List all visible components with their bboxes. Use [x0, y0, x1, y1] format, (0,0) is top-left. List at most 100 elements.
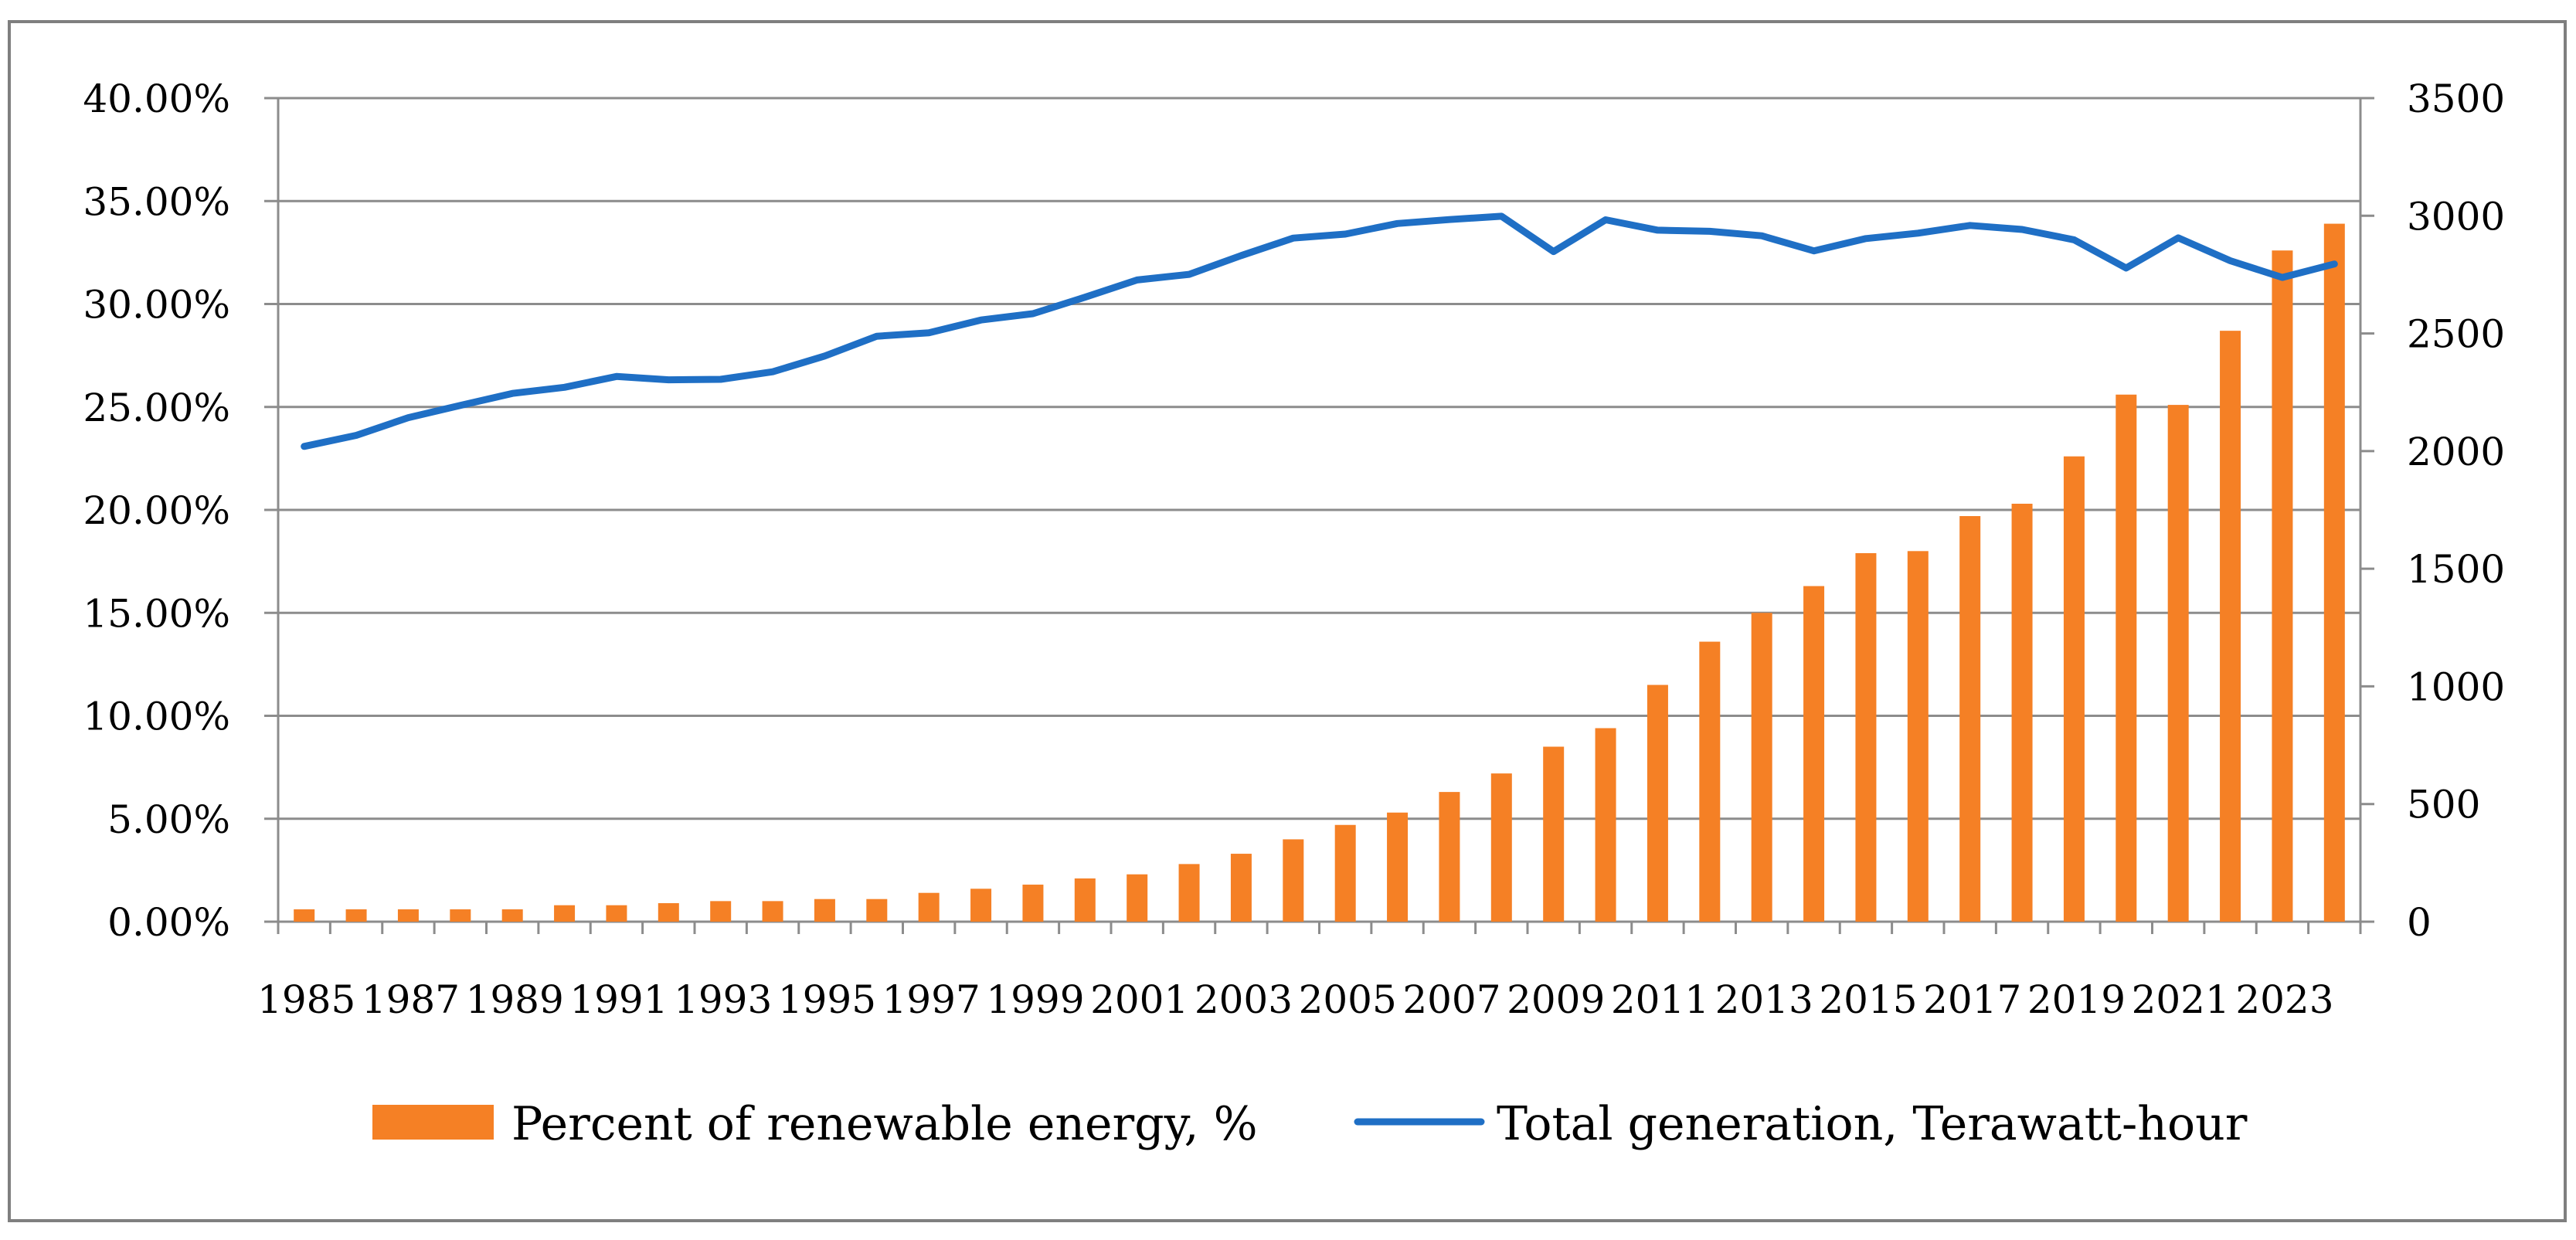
bar-2019	[2063, 456, 2085, 922]
line-point-1992	[668, 379, 669, 381]
right-tick-label: 1000	[2407, 664, 2505, 709]
line-point-2021	[2177, 237, 2179, 239]
legend-bar-label: Percent of renewable energy, %	[511, 1097, 1258, 1151]
line-point-1996	[876, 335, 878, 337]
x-tick-label: 2003	[1195, 977, 1293, 1022]
bar-2003	[1230, 854, 1252, 922]
right-tick-label: 2500	[2407, 312, 2505, 357]
line-point-2013	[1761, 235, 1762, 236]
x-tick-label: 2017	[1923, 977, 2021, 1022]
line-point-2020	[2126, 267, 2127, 269]
line-point-1993	[720, 379, 722, 380]
bar-2014	[1803, 586, 1825, 922]
line-point-2018	[2021, 229, 2023, 230]
bar-2012	[1699, 641, 1721, 922]
line-point-2009	[1553, 251, 1555, 253]
line-point-2014	[1813, 250, 1815, 252]
bar-2016	[1907, 551, 1929, 922]
x-tick-label: 1985	[257, 977, 355, 1022]
line-point-1995	[824, 355, 825, 357]
line-point-2012	[1709, 230, 1711, 232]
left-tick-label: 25.00%	[83, 386, 230, 430]
line-point-1991	[616, 375, 617, 377]
bar-2013	[1751, 613, 1772, 922]
line-point-1988	[460, 405, 461, 406]
bar-2002	[1178, 864, 1200, 922]
x-tick-label: 1999	[986, 977, 1084, 1022]
line-point-2011	[1657, 229, 1658, 231]
left-tick-label: 10.00%	[83, 695, 230, 739]
legend-bar-swatch	[372, 1105, 494, 1140]
x-tick-label: 2019	[2027, 977, 2126, 1022]
bar-1991	[606, 905, 627, 922]
right-tick-label: 1500	[2407, 547, 2505, 592]
bar-2005	[1334, 824, 1356, 922]
line-point-2023	[2282, 277, 2283, 278]
line-point-2001	[1137, 279, 1138, 280]
bar-1985	[294, 909, 315, 922]
tick-labels: 0.00% 5.00% 10.00% 15.00% 20.00% 25.00% 30.00%…	[83, 76, 2505, 1022]
legend: Percent of renewable energy, % Total gene…	[372, 1097, 2248, 1151]
bar-1996	[866, 899, 888, 922]
line-point-1997	[928, 332, 929, 334]
left-tick-label: 40.00%	[83, 76, 230, 121]
left-tick-label: 20.00%	[83, 488, 230, 533]
x-tick-label: 1997	[882, 977, 980, 1022]
bar-1992	[658, 903, 679, 922]
left-tick-label: 30.00%	[83, 283, 230, 328]
bar-1995	[814, 899, 835, 922]
bar-2021	[2167, 405, 2189, 922]
bar-2010	[1595, 728, 1616, 922]
bar-series	[294, 223, 2345, 922]
bar-2017	[1959, 515, 1981, 922]
x-tick-label: 1995	[778, 977, 876, 1022]
x-tick-label: 2013	[1715, 977, 1813, 1022]
x-tick-label: 2015	[1819, 977, 1917, 1022]
x-tick-label: 2021	[2132, 977, 2230, 1022]
line-point-1994	[772, 371, 773, 372]
bar-2015	[1855, 552, 1877, 922]
right-tick-label: 500	[2407, 783, 2480, 827]
line-point-1989	[511, 392, 513, 394]
right-tick-label: 3000	[2407, 194, 2505, 239]
line-point-2007	[1449, 219, 1450, 220]
right-tick-label: 0	[2407, 900, 2432, 945]
line-point-1990	[564, 386, 566, 388]
bar-1998	[970, 888, 992, 922]
line-point-2024	[2333, 263, 2335, 265]
bar-1993	[710, 901, 732, 922]
bar-1988	[450, 909, 471, 922]
bar-2006	[1387, 812, 1409, 922]
legend-line-label: Total generation, Terawatt-hour	[1497, 1097, 2248, 1151]
bar-2007	[1439, 792, 1460, 922]
bar-1997	[918, 892, 940, 922]
bar-2000	[1074, 878, 1096, 922]
bar-1986	[345, 909, 367, 922]
bar-1999	[1022, 885, 1044, 922]
x-tick-label: 2007	[1402, 977, 1500, 1022]
right-tick-label: 2000	[2407, 430, 2505, 474]
bar-2011	[1647, 685, 1668, 922]
bar-2022	[2220, 331, 2241, 922]
line-point-2005	[1344, 233, 1346, 235]
bar-2004	[1283, 839, 1304, 922]
line-point-2015	[1865, 238, 1867, 240]
left-tick-label: 35.00%	[83, 179, 230, 224]
bar-1989	[501, 909, 523, 922]
line-point-2004	[1293, 237, 1294, 239]
line-point-1998	[980, 319, 982, 321]
bar-1990	[554, 905, 576, 922]
line-point-1986	[355, 434, 357, 436]
line-point-2019	[2073, 239, 2075, 240]
line-point-2016	[1917, 233, 1918, 234]
line-point-2022	[2230, 260, 2231, 261]
bar-2023	[2272, 250, 2293, 922]
x-tick-label: 2005	[1299, 977, 1397, 1022]
bar-2018	[2011, 504, 2033, 922]
x-tick-label: 1987	[362, 977, 460, 1022]
x-tick-label: 2009	[1507, 977, 1605, 1022]
left-tick-label: 0.00%	[107, 900, 230, 945]
x-tick-label: 1989	[466, 977, 564, 1022]
